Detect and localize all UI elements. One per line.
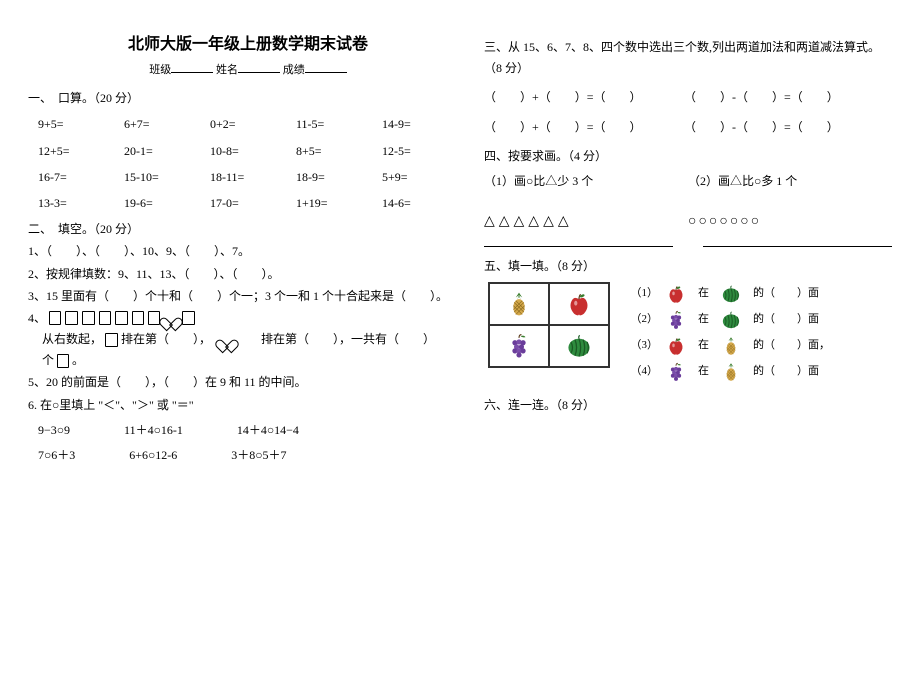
pos-mid: 在 <box>698 363 709 381</box>
fruit-grid <box>488 282 610 368</box>
pos-num-1: （1） <box>630 285 658 303</box>
position-questions: （1） 在 的（ ）面 （2） 在 的（ ）面 （3） 在 <box>630 278 892 388</box>
q2-4-shapes: 4、 <box>28 309 468 328</box>
pos-end: 的（ ）面 <box>753 285 819 303</box>
q2-4-t3: 排在第（ ），一共有（ ） <box>237 330 435 349</box>
q2-4-line1: 从右数起， 排在第（ ）， 排在第（ ），一共有（ ） <box>28 330 468 349</box>
oral-cell: 18-11= <box>210 168 296 187</box>
apple-icon <box>658 336 694 356</box>
oral-cell: 8+5= <box>296 142 382 161</box>
page-title: 北师大版一年级上册数学期末试卷 <box>28 32 468 58</box>
grid-cell-pineapple <box>489 283 549 325</box>
grid-cell-watermelon <box>549 325 609 367</box>
oral-cell: 20-1= <box>124 142 210 161</box>
answer-line <box>484 246 673 247</box>
grape-icon <box>658 362 694 382</box>
section-6-heading: 六、连一连。（8 分） <box>484 396 892 415</box>
oral-cell: 12+5= <box>38 142 124 161</box>
eq-add-2: （ ）+（ ）=（ ） <box>484 118 684 137</box>
section-3-points: （8 分） <box>484 59 892 78</box>
pineapple-icon <box>713 336 749 356</box>
pos-num-3: （3） <box>630 337 658 355</box>
grid-cell-apple <box>549 283 609 325</box>
eq-sub-1: （ ）-（ ）=（ ） <box>684 88 839 107</box>
compare-cell: 11＋4○16-1 <box>124 421 183 440</box>
oral-cell: 6+7= <box>124 115 210 134</box>
pos-end: 的（ ）面 <box>753 363 819 381</box>
circles: ○○○○○○○ <box>688 211 892 233</box>
q2-4-t1: 从右数起， <box>42 330 102 349</box>
oral-cell: 17-0= <box>210 194 296 213</box>
pos-mid: 在 <box>698 285 709 303</box>
triangles: △△△△△△ <box>484 211 688 233</box>
q2-5: 5、20 的前面是（ ），（ ）在 9 和 11 的中间。 <box>28 373 468 392</box>
compare-cell: 3＋8○5＋7 <box>231 446 286 465</box>
compare-cell: 7○6＋3 <box>38 446 75 465</box>
q2-4-t2: 排在第（ ）， <box>121 330 217 349</box>
section-3-heading: 三、从 15、6、7、8、四个数中选出三个数,列出两道加法和两道减法算式。 <box>484 38 892 57</box>
section-4-heading: 四、按要求画。（4 分） <box>484 147 892 166</box>
pos-num-4: （4） <box>630 363 658 381</box>
pos-end: 的（ ）面， <box>753 337 830 355</box>
oral-cell: 14-9= <box>382 115 468 134</box>
score-label: 成绩 <box>283 64 305 76</box>
pos-end: 的（ ）面 <box>753 311 819 329</box>
pos-mid: 在 <box>698 337 709 355</box>
oral-cell: 13-3= <box>38 194 124 213</box>
q2-1: 1、（ ）、（ ）、10、9、（ ）、7。 <box>28 242 468 261</box>
oral-cell: 18-9= <box>296 168 382 187</box>
class-label: 班级 <box>149 64 171 76</box>
section-5-heading: 五、填一填。（8 分） <box>484 257 892 276</box>
eq-sub-2: （ ）-（ ）=（ ） <box>684 118 839 137</box>
answer-line <box>703 246 892 247</box>
q2-4-t5: 。 <box>72 351 84 370</box>
compare-cell: 6+6○12-6 <box>129 446 177 465</box>
pos-mid: 在 <box>698 311 709 329</box>
oral-cell: 15-10= <box>124 168 210 187</box>
oral-cell: 11-5= <box>296 115 382 134</box>
pos-num-2: （2） <box>630 311 658 329</box>
oral-cell: 14-6= <box>382 194 468 213</box>
oral-cell: 19-6= <box>124 194 210 213</box>
sec4-left: （1）画○比△少 3 个 <box>484 172 688 191</box>
q2-3: 3、15 里面有（ ）个十和（ ）个一；3 个一和 1 个十合起来是（ ）。 <box>28 287 468 306</box>
grape-icon <box>658 310 694 330</box>
sec4-right: （2）画△比○多 1 个 <box>688 172 892 191</box>
eq-add-1: （ ）+（ ）=（ ） <box>484 88 684 107</box>
q2-4-prefix: 4、 <box>28 309 46 328</box>
oral-cell: 9+5= <box>38 115 124 134</box>
pineapple-icon <box>713 362 749 382</box>
oral-cell: 10-8= <box>210 142 296 161</box>
watermelon-icon <box>713 310 749 330</box>
oral-cell: 16-7= <box>38 168 124 187</box>
section-1-heading: 一、 口算。（20 分） <box>28 89 468 108</box>
q2-4-line2: 个 。 <box>28 351 468 370</box>
oral-grid: 9+5=6+7=0+2=11-5=14-9= 12+5=20-1=10-8=8+… <box>28 115 468 213</box>
oral-cell: 1+19= <box>296 194 382 213</box>
name-label: 姓名 <box>216 64 238 76</box>
oral-cell: 5+9= <box>382 168 468 187</box>
oral-cell: 0+2= <box>210 115 296 134</box>
section-2-heading: 二、 填空。（20 分） <box>28 220 468 239</box>
q2-2: 2、按规律填数：9、11、13、（ ）、（ ）。 <box>28 265 468 284</box>
watermelon-icon <box>713 284 749 304</box>
q2-4-t4: 个 <box>42 351 54 370</box>
subhead: 班级 姓名 成绩 <box>28 62 468 80</box>
grid-cell-grape <box>489 325 549 367</box>
q2-6: 6. 在○里填上 "＜"、"＞" 或 "＝" <box>28 396 468 415</box>
compare-cell: 14＋4○14−4 <box>237 421 299 440</box>
apple-icon <box>658 284 694 304</box>
oral-cell: 12-5= <box>382 142 468 161</box>
compare-cell: 9−3○9 <box>38 421 70 440</box>
